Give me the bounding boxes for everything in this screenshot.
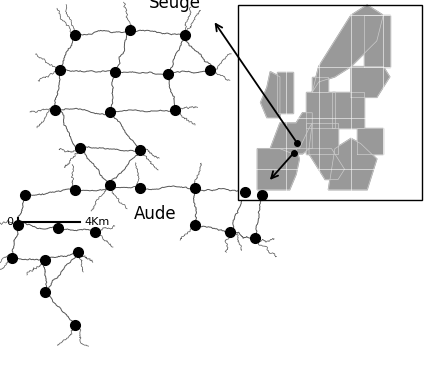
Text: Aude: Aude [133,205,176,223]
Polygon shape [270,123,311,154]
Polygon shape [305,123,337,154]
Text: 4Km: 4Km [84,217,109,227]
Polygon shape [331,92,363,128]
Polygon shape [328,138,376,190]
Polygon shape [350,67,389,98]
Polygon shape [305,92,334,128]
Polygon shape [357,128,383,154]
Bar [237,5,421,200]
Polygon shape [308,149,344,179]
Text: Seuge: Seuge [149,0,201,12]
Text: 0: 0 [6,217,13,227]
Bar [237,5,421,200]
Polygon shape [363,15,389,67]
Polygon shape [311,5,383,92]
Polygon shape [276,72,292,113]
Polygon shape [260,72,279,118]
Polygon shape [311,77,328,92]
Polygon shape [257,149,299,190]
Polygon shape [270,113,311,149]
